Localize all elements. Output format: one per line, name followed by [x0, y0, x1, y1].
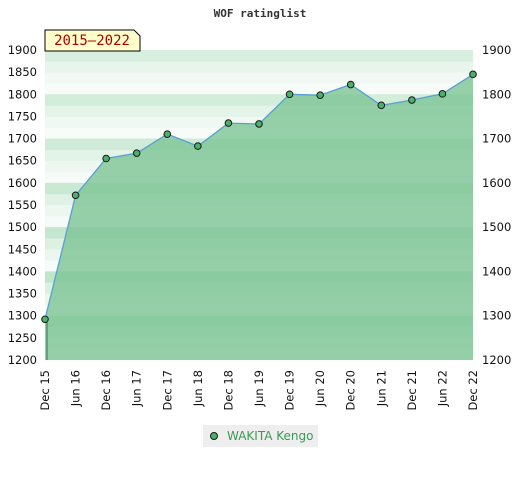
left-y-tick-label: 1900 [8, 43, 37, 57]
data-point[interactable] [316, 91, 324, 99]
x-tick-label: Dec 16 [99, 370, 113, 411]
left-y-tick-label: 1350 [8, 287, 37, 301]
left-y-tick-label: 1850 [8, 65, 37, 79]
chart-title: WOF ratinglist [214, 7, 307, 20]
x-tick-label: Jun 19 [252, 370, 266, 407]
left-y-tick-label: 1750 [8, 109, 37, 123]
x-tick-label: Dec 17 [160, 370, 174, 411]
data-point[interactable] [469, 70, 477, 79]
x-tick-label: Dec 20 [344, 370, 358, 411]
right-y-tick-label: 1900 [482, 43, 511, 57]
x-tick-label: Dec 15 [38, 370, 52, 411]
x-tick-label: Jun 17 [130, 370, 144, 407]
left-y-tick-label: 1700 [8, 132, 37, 146]
left-y-tick-label: 1300 [8, 309, 37, 323]
right-y-tick-label: 1200 [482, 353, 511, 367]
left-y-tick-label: 1200 [8, 353, 37, 367]
data-point[interactable] [194, 142, 202, 150]
x-tick-label: Jun 20 [313, 370, 327, 407]
series-area [45, 74, 473, 361]
data-point[interactable] [285, 90, 294, 99]
x-tick-label: Dec 22 [466, 370, 480, 411]
period-badge-text: 2015–2022 [54, 33, 130, 49]
data-point[interactable] [408, 96, 416, 104]
data-point[interactable] [163, 130, 172, 138]
left-y-tick-label: 1600 [8, 176, 37, 190]
left-y-tick-label: 1650 [8, 154, 37, 168]
left-y-tick-label: 1450 [8, 242, 37, 256]
data-point[interactable] [438, 90, 447, 98]
right-y-tick-label: 1500 [482, 220, 511, 234]
x-tick-label: Dec 18 [221, 370, 235, 411]
data-point[interactable] [132, 149, 141, 157]
x-tick-label: Jun 18 [191, 370, 205, 407]
data-point[interactable] [224, 119, 233, 127]
right-y-tick-label: 1400 [482, 264, 511, 278]
left-y-tick-label: 1250 [8, 331, 37, 345]
legend-marker-icon [210, 432, 218, 440]
x-tick-label: Jun 22 [435, 370, 449, 407]
left-y-tick-label: 1550 [8, 198, 37, 212]
data-point[interactable] [41, 315, 49, 324]
x-tick-label: Dec 21 [405, 370, 419, 411]
left-y-tick-label: 1400 [8, 264, 37, 278]
right-y-tick-label: 1300 [482, 309, 511, 323]
data-point[interactable] [346, 80, 355, 89]
data-point[interactable] [377, 101, 386, 110]
right-y-tick-label: 1600 [482, 176, 511, 190]
data-point[interactable] [71, 191, 80, 200]
legend-label: WAKITA Kengo [227, 429, 313, 443]
period-badge: 2015–2022 [44, 29, 141, 52]
left-y-tick-label: 1500 [8, 220, 37, 234]
right-y-tick-label: 1700 [482, 132, 511, 146]
legend[interactable]: WAKITA Kengo [203, 425, 318, 447]
left-y-tick-label: 1800 [8, 87, 37, 101]
data-point[interactable] [255, 120, 263, 128]
right-y-tick-label: 1800 [482, 87, 511, 101]
x-tick-label: Dec 19 [283, 370, 297, 411]
x-tick-label: Jun 16 [69, 370, 83, 407]
data-point[interactable] [102, 154, 110, 163]
x-tick-label: Jun 21 [374, 370, 388, 407]
